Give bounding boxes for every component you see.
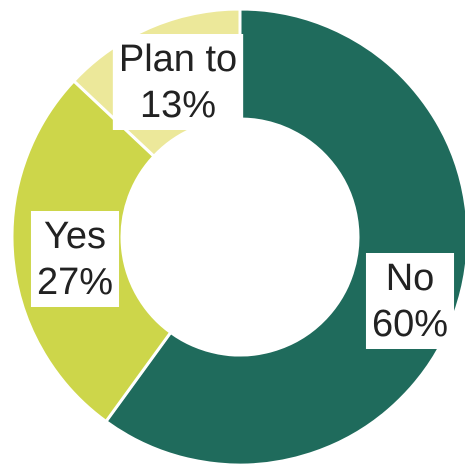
data-label-category-plan-to: Plan to — [119, 38, 237, 80]
data-label-box-plan-to — [112, 34, 244, 130]
slice-no — [103, 7, 465, 466]
data-label-box-yes — [30, 211, 120, 307]
data-label-category-no: No — [386, 257, 435, 299]
data-label-value-yes: 27% — [37, 261, 113, 303]
data-label-value-no: 60% — [372, 303, 448, 345]
data-label-category-yes: Yes — [44, 215, 106, 257]
data-label-box-no — [365, 253, 455, 349]
data-label-value-plan-to: 13% — [140, 84, 216, 126]
